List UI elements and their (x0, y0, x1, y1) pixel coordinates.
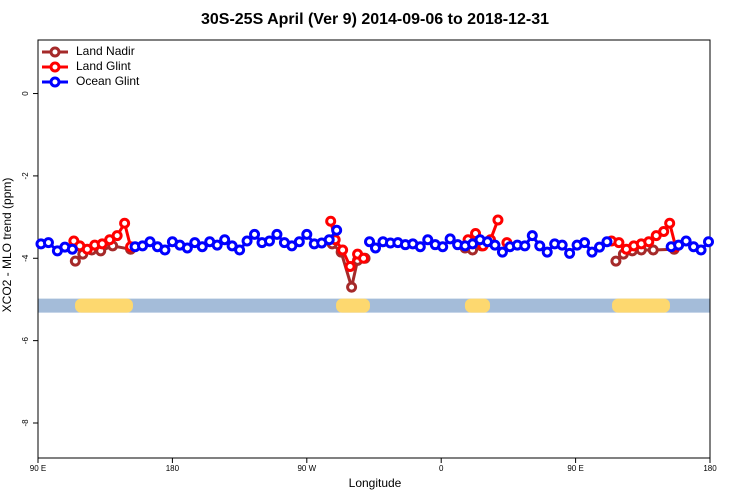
y-tick-label: -8 (21, 419, 30, 427)
legend-marker (49, 46, 61, 58)
data-point (492, 214, 504, 226)
data-point (325, 215, 337, 227)
data-point (219, 234, 231, 246)
data-point (111, 230, 123, 242)
data-point (610, 255, 622, 267)
ocean-band (38, 298, 710, 313)
data-point (69, 255, 81, 267)
data-point (271, 228, 283, 240)
data-point (42, 237, 54, 249)
data-point (519, 240, 531, 252)
data-point (680, 235, 692, 247)
data-point (643, 236, 655, 248)
y-tick-label: -4 (21, 254, 30, 262)
data-point (695, 244, 707, 256)
data-point (369, 242, 381, 254)
data-point (358, 252, 370, 264)
chart-title: 30S-25S April (Ver 9) 2014-09-06 to 2018… (201, 11, 549, 28)
legend-label: Ocean Glint (76, 74, 140, 88)
data-point (579, 237, 591, 249)
data-point (293, 236, 305, 248)
data-point (613, 237, 625, 249)
x-tick-label: 90 E (567, 464, 583, 473)
data-point (556, 239, 568, 251)
legend-marker (49, 61, 61, 73)
x-tick-label: 0 (439, 464, 444, 473)
data-point (586, 246, 598, 258)
data-point (144, 236, 156, 248)
data-point (444, 233, 456, 245)
land-segment (464, 298, 491, 313)
data-point (664, 217, 676, 229)
data-point (593, 241, 605, 253)
data-point (422, 234, 434, 246)
data-point (211, 239, 223, 251)
data-point (526, 230, 538, 242)
legend-marker (49, 76, 61, 88)
x-tick-label: 90 E (30, 464, 46, 473)
data-point (234, 244, 246, 256)
y-axis-label: XCO2 - MLO trend (ppm) (0, 178, 14, 313)
plot-frame (37, 39, 711, 459)
land-segment (75, 298, 133, 313)
data-point (331, 224, 343, 236)
data-point (323, 234, 335, 246)
data-point (601, 236, 613, 248)
data-point (196, 241, 208, 253)
x-tick-label: 180 (703, 464, 717, 473)
data-point (344, 261, 356, 273)
data-point (496, 246, 508, 258)
data-point (541, 246, 553, 258)
data-point (301, 228, 313, 240)
data-point (658, 225, 670, 237)
legend-label: Land Nadir (76, 44, 135, 58)
y-tick-label: 0 (21, 91, 30, 96)
data-point (647, 244, 659, 256)
x-axis-label: Longitude (349, 476, 402, 490)
data-point (66, 243, 78, 255)
land-segment (336, 298, 370, 313)
data-point (181, 242, 193, 254)
data-point (703, 236, 715, 248)
data-point (364, 236, 376, 248)
data-point (337, 244, 349, 256)
data-point (534, 240, 546, 252)
legend-label: Land Glint (76, 59, 131, 73)
data-point (564, 247, 576, 259)
y-tick-label: -6 (21, 337, 30, 345)
data-point (346, 281, 358, 293)
x-tick-label: 180 (166, 464, 180, 473)
data-point (489, 239, 501, 251)
data-point (437, 241, 449, 253)
data-point (414, 241, 426, 253)
x-tick-label: 90 W (297, 464, 316, 473)
data-point (159, 244, 171, 256)
data-point (249, 228, 261, 240)
y-tick-label: -2 (21, 172, 30, 180)
data-point (263, 235, 275, 247)
data-point (119, 217, 131, 229)
data-point (241, 235, 253, 247)
land-segment (612, 298, 670, 313)
